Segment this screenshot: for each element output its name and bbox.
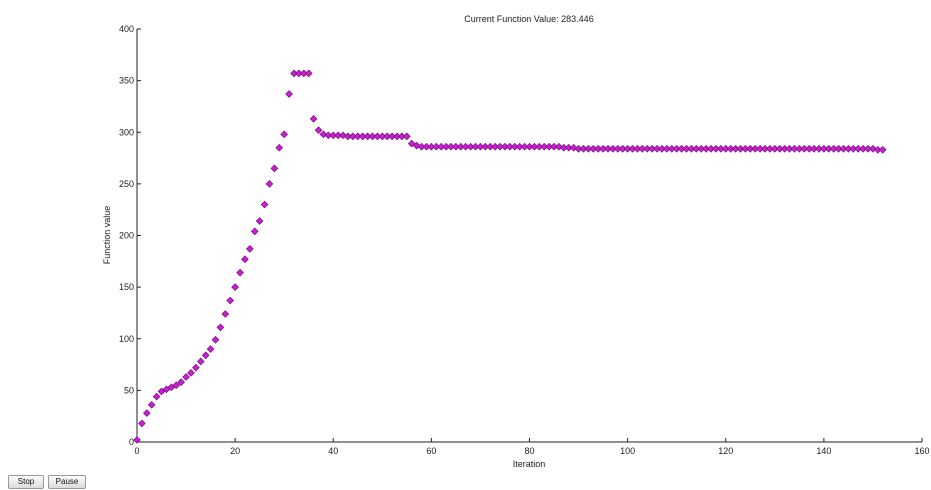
y-tick-label: 150 (119, 282, 134, 292)
data-point (192, 363, 200, 372)
x-tick-label: 40 (328, 446, 338, 456)
x-axis-ticks: 0 20 40 60 80 100 120 140 160 (134, 438, 930, 456)
data-point (221, 310, 230, 318)
data-point (250, 227, 259, 236)
data-point (255, 217, 264, 225)
data-point (231, 283, 239, 291)
data-point (280, 130, 289, 139)
y-tick-label: 300 (119, 127, 134, 137)
data-point (201, 351, 210, 360)
data-point (177, 378, 185, 386)
data-point (869, 144, 877, 153)
data-point (133, 436, 141, 444)
data-point (265, 180, 274, 188)
x-tick-label: 0 (134, 446, 139, 456)
x-tick-label: 160 (914, 446, 929, 456)
x-tick-label: 20 (230, 446, 240, 456)
data-point (403, 132, 411, 141)
data-point (555, 142, 563, 151)
y-tick-label: 100 (119, 334, 134, 344)
data-point (206, 345, 215, 353)
data-point (211, 335, 220, 344)
data-point (260, 200, 269, 209)
data-point (275, 143, 284, 152)
data-point (196, 357, 205, 366)
chart-title: Current Function Value: 283.446 (464, 14, 593, 24)
data-point (236, 268, 244, 277)
data-point (309, 115, 318, 123)
data-point (878, 145, 887, 154)
x-axis-label: Iteration (513, 459, 546, 469)
data-point (172, 381, 181, 390)
data-point (138, 419, 146, 428)
pause-button[interactable]: Pause (48, 475, 86, 489)
data-point (216, 323, 225, 332)
data-point (142, 409, 151, 417)
data-point (187, 368, 195, 377)
y-axis-ticks: 0 50 100 150 200 250 300 350 400 (119, 24, 141, 447)
data-point (407, 139, 416, 148)
y-tick-label: 50 (124, 385, 134, 395)
data-point (285, 90, 293, 98)
y-axis-label: Function value (102, 206, 112, 265)
data-point (246, 245, 254, 253)
data-series (133, 69, 887, 444)
data-point (569, 143, 578, 152)
x-tick-label: 120 (718, 446, 733, 456)
x-tick-label: 100 (620, 446, 635, 456)
data-point (339, 131, 347, 140)
x-tick-label: 140 (816, 446, 831, 456)
data-point (304, 69, 313, 78)
data-point (314, 126, 323, 135)
x-tick-label: 60 (426, 446, 436, 456)
data-point (182, 373, 190, 381)
data-point (270, 164, 279, 173)
data-point (319, 130, 328, 139)
data-point (241, 255, 249, 264)
data-point (226, 296, 235, 305)
y-tick-label: 250 (119, 179, 134, 189)
chart-axes (136, 29, 922, 443)
x-tick-label: 80 (524, 446, 534, 456)
data-point (412, 141, 421, 150)
data-point (147, 401, 156, 409)
y-tick-label: 200 (119, 231, 134, 241)
y-tick-label: 0 (129, 437, 134, 447)
y-tick-label: 400 (119, 24, 134, 34)
chart-canvas: Current Function Value: 283.446 0 20 40 60 8… (102, 14, 930, 469)
data-point (152, 392, 161, 401)
y-tick-label: 350 (119, 76, 134, 86)
stop-button[interactable]: Stop (8, 475, 44, 489)
